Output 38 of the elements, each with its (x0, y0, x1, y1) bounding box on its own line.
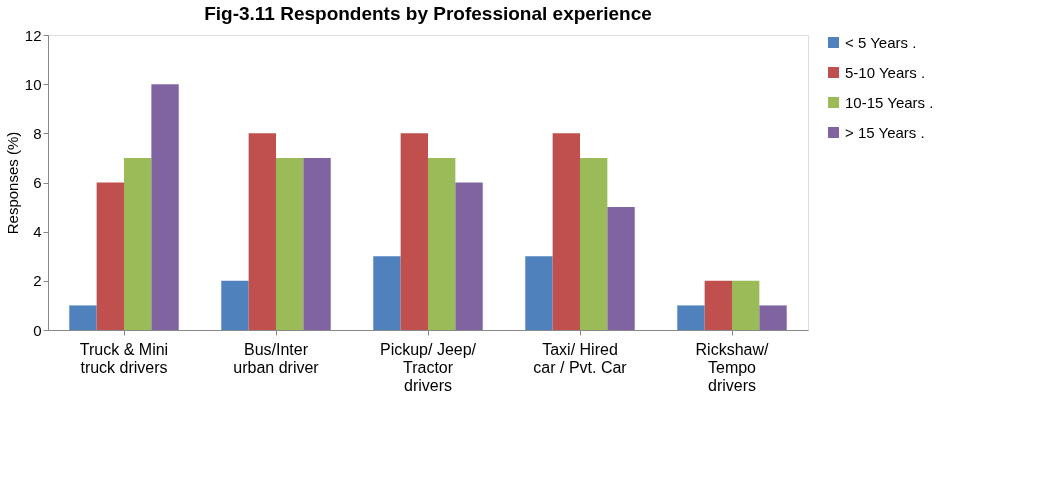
bar (276, 157, 304, 330)
bar (428, 157, 456, 330)
y-tick-label: 4 (33, 223, 42, 241)
y-tick-label: 2 (33, 272, 42, 290)
y-tick-label: 6 (33, 174, 42, 191)
x-tick-label: Truck & Mini truck drivers (79, 340, 169, 376)
legend-label: 10-15 Years . (845, 93, 934, 111)
legend-label: < 5 Years . (845, 33, 917, 51)
bar (455, 182, 483, 330)
bar (525, 256, 553, 330)
bar (704, 280, 732, 330)
x-tick-label: Bus/Inter urban driver (233, 340, 320, 376)
y-axis-title: Responses (%) (3, 131, 21, 235)
bar (124, 157, 152, 330)
y-tick-label: 8 (33, 124, 42, 142)
bar (248, 133, 276, 330)
bar (400, 133, 428, 330)
y-tick-label: 0 (33, 321, 42, 339)
bar (732, 280, 760, 330)
bar (677, 305, 705, 330)
x-tick-label: Rickshaw/ Tempo drivers (695, 340, 770, 394)
x-tick-label: Taxi/ Hired car / Pvt. Car (533, 340, 628, 376)
bar (221, 280, 249, 330)
bar (151, 84, 179, 330)
bar (580, 157, 608, 330)
bar (759, 305, 787, 330)
bar (373, 256, 401, 330)
chart-title: Fig-3.11 Respondents by Professional experience (204, 3, 652, 24)
bar (69, 305, 97, 330)
bar (96, 182, 124, 330)
legend-label: > 15 Years . (845, 123, 925, 141)
y-tick-label: 12 (24, 26, 42, 44)
y-tick-label: 10 (24, 75, 42, 93)
x-tick-label: Pickup/ Jeep/ Tractor drivers (379, 340, 477, 394)
bar (607, 207, 635, 330)
bar (552, 133, 580, 330)
legend-label: 5-10 Years . (845, 63, 926, 81)
bar (303, 157, 331, 330)
